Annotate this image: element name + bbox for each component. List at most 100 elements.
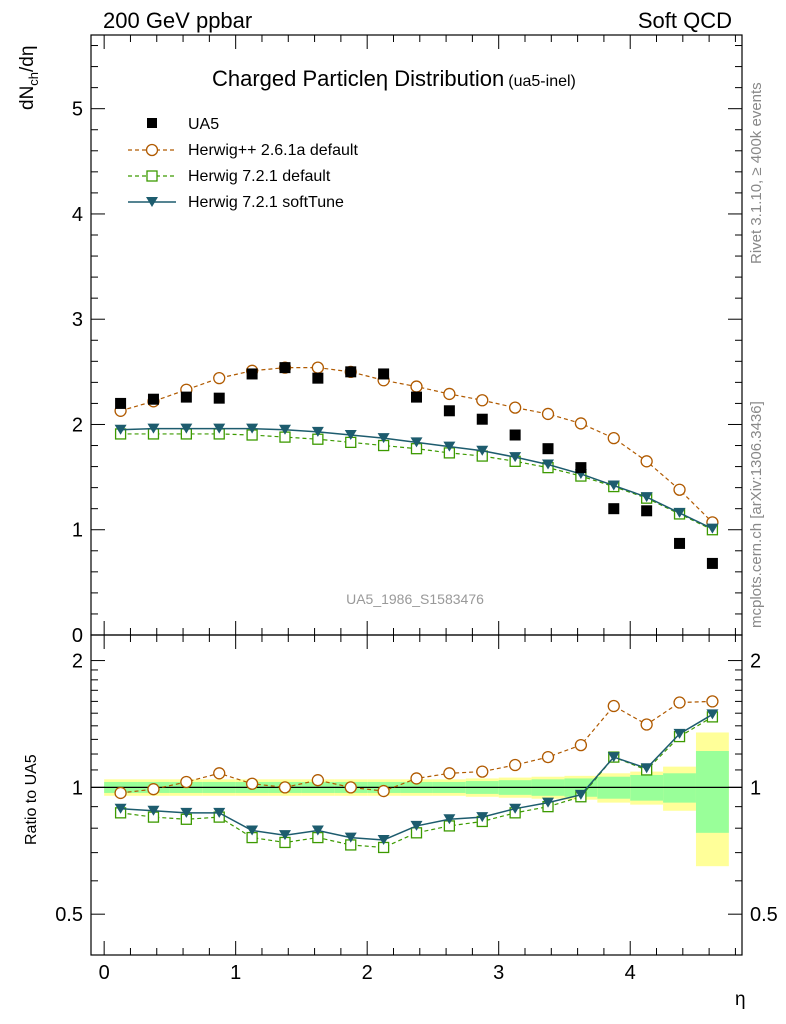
main-ua5-point	[246, 368, 258, 380]
main-herwig-721-softtune-point	[278, 424, 291, 435]
main-ua5-point	[641, 505, 653, 517]
main-herwig-721-softtune-point	[443, 441, 456, 452]
legend-marker-softtune	[146, 197, 158, 207]
ylabel-main: dN	[17, 86, 38, 110]
main-title-rest: Distribution	[388, 66, 504, 91]
ratio-y-axis-label: Ratio to UA5	[23, 754, 40, 845]
main-ua5-point	[312, 372, 324, 384]
ratio-herwig-721-softtune-point	[509, 803, 522, 814]
ratio-herwigpp-261a-point	[443, 767, 456, 780]
legend-label-ua5: UA5	[188, 116, 219, 133]
main-herwig-721-softtune-point	[640, 492, 653, 503]
main-herwigpp-261a-point	[574, 417, 588, 430]
ratio-herwig-721-softtune-point	[114, 803, 127, 814]
main-herwig-721-softtune-point	[476, 445, 489, 456]
main-plot-axes: 0 1 2 3 4 5	[72, 34, 743, 647]
main-ua5-point	[476, 413, 488, 425]
x-tick-label: 3	[493, 962, 504, 984]
ratio-herwigpp-261a-point	[541, 750, 555, 764]
main-ua5-point	[575, 462, 587, 474]
main-herwig-721-softtune-point	[114, 424, 127, 435]
ylabel-rest: /dη	[17, 46, 38, 72]
main-herwigpp-261a-point	[607, 432, 620, 445]
ratio-y-tick-label-left: 1	[72, 777, 83, 799]
main-herwig-721-softtune-point	[607, 480, 620, 491]
main-ua5-point	[115, 397, 127, 409]
ratio-herwigpp-261a-point	[607, 699, 620, 713]
main-title: Charged Particleη Distribution (ua5-inel)	[212, 66, 576, 91]
ratio-herwig-721-softtune-point	[246, 825, 259, 836]
main-herwig-721-softtune-point	[246, 423, 259, 434]
main-herwigpp-261a-point	[443, 387, 456, 401]
main-herwig-721-softtune-point	[542, 459, 555, 470]
main-title-symbol: η	[376, 66, 388, 91]
main-y-tick-label: 1	[72, 520, 83, 542]
ratio-y-tick-label-right: 0.5	[750, 904, 778, 926]
main-herwig-721-softtune-point	[673, 507, 686, 518]
header-left: 200 GeV ppbar	[103, 8, 252, 33]
main-y-tick-label: 3	[72, 309, 83, 331]
ylabel-sub: ch	[26, 72, 41, 86]
analysis-watermark: UA5_1986_S1583476	[346, 591, 484, 607]
ratio-y-tick-label-right: 1	[750, 777, 761, 799]
main-y-tick-label: 0	[72, 625, 83, 647]
ratio-herwig-721-softtune-point	[640, 763, 653, 774]
main-herwigpp-261a-point	[311, 361, 325, 374]
main-herwig-721-softtune-point	[311, 426, 324, 437]
main-ua5-point	[509, 429, 521, 441]
x-axis-label: η	[735, 989, 746, 1010]
main-plot-series	[114, 361, 719, 569]
legend-label-herwigpp: Herwig++ 2.6.1a default	[188, 142, 358, 159]
ratio-herwig-721-softtune-point	[607, 752, 620, 763]
ratio-herwig-721-softtune-point	[311, 825, 324, 836]
ratio-herwigpp-261a-point	[147, 783, 160, 796]
main-ua5-point	[674, 537, 686, 549]
ratio-herwig-721-softtune-point	[443, 814, 456, 825]
ratio-herwigpp-261a-point	[180, 775, 193, 789]
main-ua5-point	[345, 366, 357, 378]
main-herwig-721-softtune-point	[509, 452, 522, 463]
main-herwigpp-261a-point	[541, 407, 555, 421]
ratio-herwigpp-261a-point	[640, 718, 653, 731]
ratio-herwigpp-261a-point	[410, 772, 423, 785]
x-tick-label: 1	[230, 962, 241, 984]
x-tick-label: 0	[99, 962, 110, 984]
ratio-herwig-721-softtune-point	[377, 835, 390, 846]
main-title-text: Charged Particle	[212, 66, 376, 91]
band-inner-bin	[695, 750, 729, 833]
ratio-herwigpp-261a-point	[278, 781, 292, 794]
ratio-herwigpp-261a-point	[508, 758, 522, 772]
main-ua5-point	[608, 503, 620, 515]
legend-label-softtune: Herwig 7.2.1 softTune	[188, 194, 344, 211]
ratio-herwigpp-261a-point	[574, 738, 588, 752]
main-ua5-point	[180, 391, 192, 403]
ratio-herwigpp-261a-point	[114, 786, 127, 800]
header-right: Soft QCD	[638, 8, 732, 33]
main-herwigpp-261a-point	[508, 401, 522, 414]
ratio-herwig-721-softtune-point	[344, 832, 357, 843]
x-tick-label: 4	[625, 962, 636, 984]
main-herwig-721-softtune-point	[180, 423, 193, 434]
main-herwig-721-softtune-point	[706, 523, 719, 534]
main-ua5-point	[279, 362, 291, 374]
main-herwigpp-261a-point	[673, 483, 686, 496]
ratio-herwigpp-261a-point	[311, 774, 325, 787]
main-y-tick-label: 2	[72, 414, 83, 436]
main-ua5-point	[147, 393, 159, 405]
main-y-axis-label: dNch/dη	[17, 46, 41, 110]
ratio-herwigpp-261a-point	[706, 695, 719, 708]
legend: UA5 Herwig++ 2.6.1a default Herwig 7.2.1…	[128, 116, 358, 211]
ratio-herwigpp-261a-point	[673, 696, 686, 709]
main-ua5-point	[378, 368, 390, 380]
ratio-herwig-721-softtune-point	[706, 709, 719, 720]
main-herwigpp-261a-point	[476, 394, 489, 407]
main-ua5-point	[213, 392, 225, 404]
main-herwig-721-softtune-point	[213, 423, 226, 434]
ratio-herwig-721-softtune-point	[410, 820, 423, 831]
ratio-herwig-721-softtune-point	[574, 789, 587, 800]
ratio-y-tick-label-left: 0.5	[55, 904, 83, 926]
ratio-plot-axes: 0.5 0.5 1 1 2 2 0 1 2 3 4	[55, 634, 778, 984]
main-herwig-721-softtune-point	[377, 433, 390, 444]
legend-marker-ua5	[147, 118, 157, 128]
